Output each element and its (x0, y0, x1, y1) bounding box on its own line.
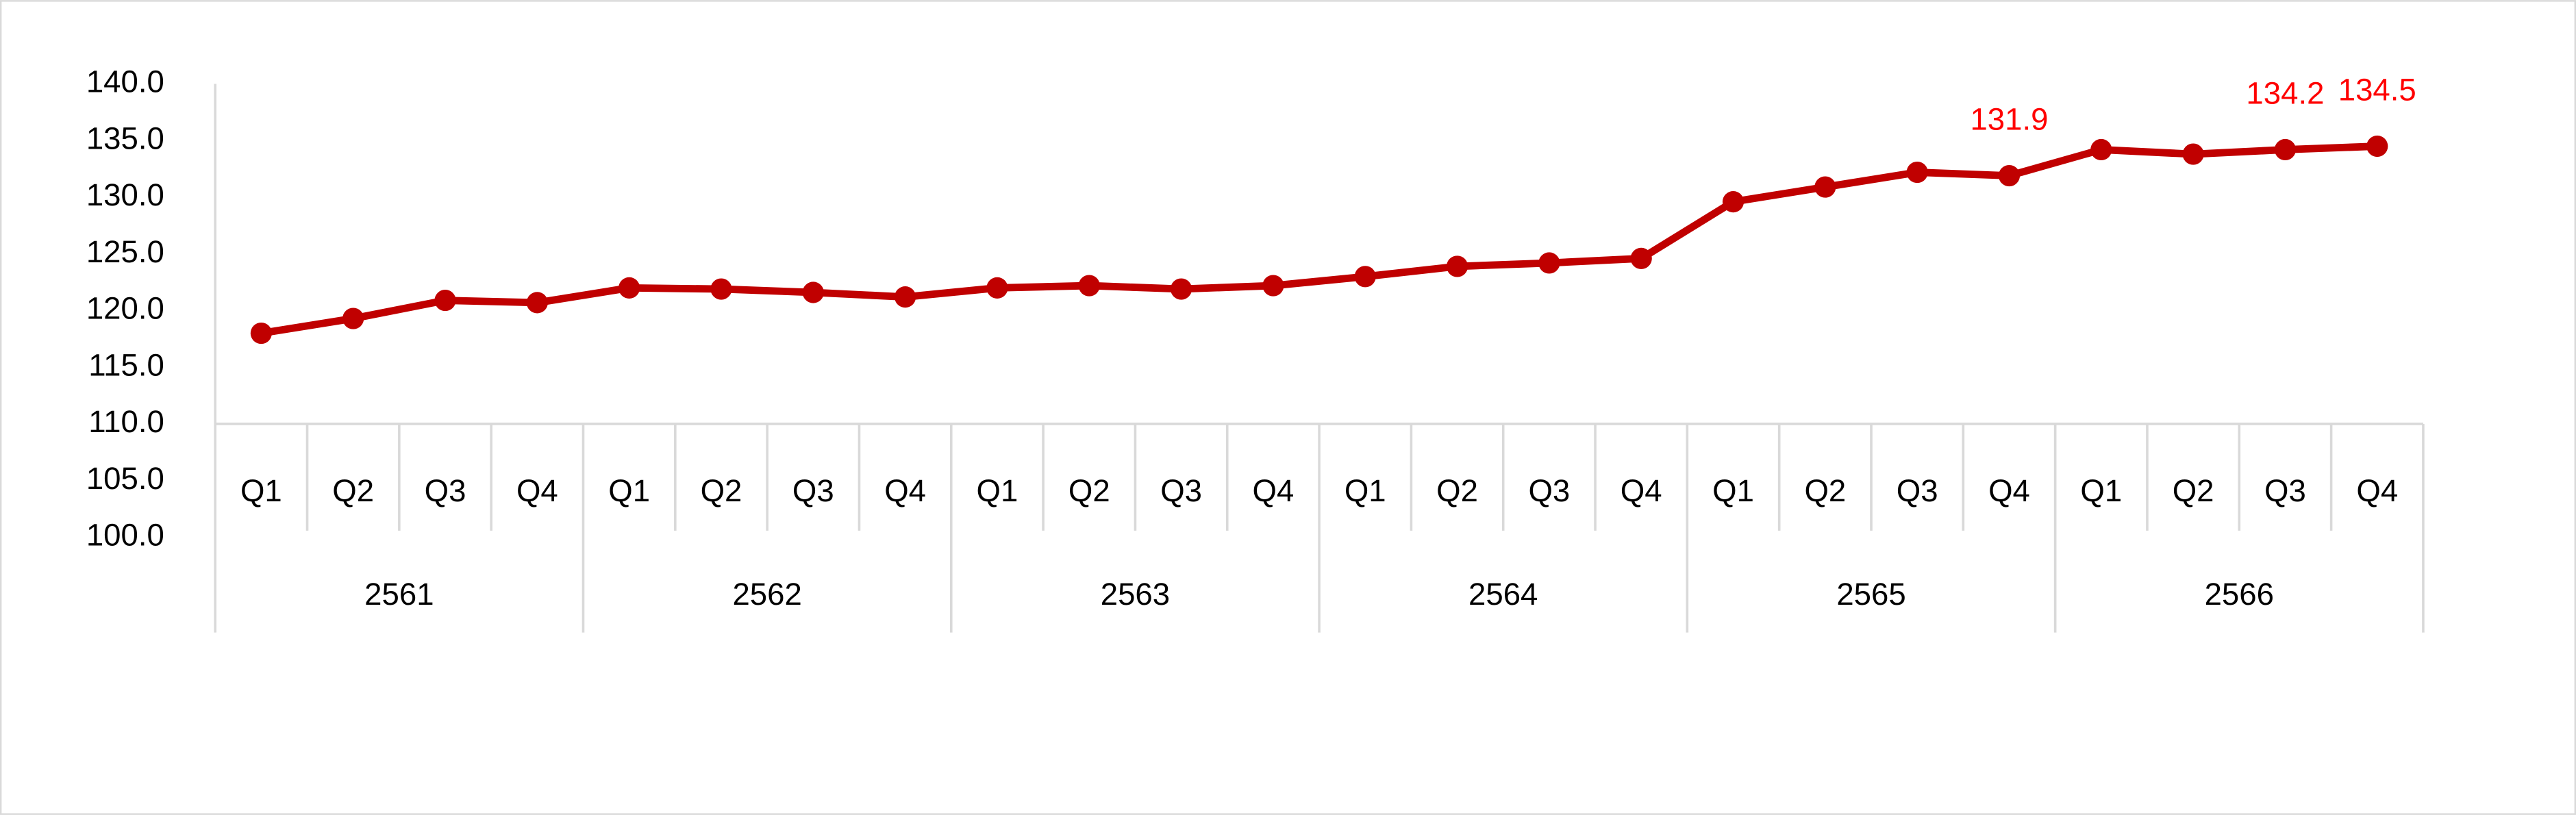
point-marker (342, 308, 364, 329)
x-tick-label: Q1 (240, 473, 282, 508)
x-tick-label: Q3 (425, 473, 466, 508)
x-group-label: 2562 (732, 577, 801, 612)
y-tick-label: 105.0 (86, 461, 164, 496)
x-tick-label: Q1 (1712, 473, 1754, 508)
x-tick-label: Q1 (608, 473, 650, 508)
x-tick-label: Q2 (1436, 473, 1478, 508)
point-marker (1538, 252, 1560, 274)
x-group-label: 2566 (2205, 577, 2274, 612)
y-tick-label: 115.0 (88, 347, 164, 382)
point-marker (526, 292, 548, 314)
point-marker (1906, 161, 1928, 184)
point-marker (1722, 191, 1745, 213)
x-tick-label: Q4 (1621, 473, 1662, 508)
x-tick-label: Q2 (332, 473, 374, 508)
point-marker (2274, 138, 2297, 161)
x-tick-label: Q2 (1068, 473, 1110, 508)
y-tick-label: 125.0 (86, 234, 164, 269)
point-marker (250, 322, 272, 344)
x-group-label: 2561 (364, 577, 434, 612)
x-tick-label: Q1 (977, 473, 1018, 508)
point-marker (1814, 176, 1836, 198)
point-marker (1630, 247, 1652, 269)
point-marker (1171, 278, 1192, 300)
x-tick-label: Q4 (2356, 473, 2398, 508)
series-line (260, 142, 2377, 337)
x-tick-label: Q1 (1345, 473, 1386, 508)
y-tick-label: 140.0 (86, 64, 164, 99)
x-tick-label: Q4 (1988, 473, 2030, 508)
x-tick-label: Q3 (1528, 473, 1570, 508)
x-tick-label: Q4 (884, 473, 926, 508)
point-marker (986, 277, 1008, 299)
point-marker (2090, 138, 2112, 161)
x-tick-label: Q4 (516, 473, 558, 508)
point-marker (710, 278, 732, 300)
point-marker (434, 289, 456, 312)
x-group-label: 2564 (1468, 577, 1538, 612)
point-marker (1262, 275, 1284, 297)
point-marker (2366, 135, 2388, 158)
data-label: 131.9 (1970, 101, 2048, 136)
point-marker (618, 277, 640, 299)
x-tick-label: Q3 (1160, 473, 1202, 508)
point-marker (1998, 164, 2021, 187)
x-group-label: 2563 (1101, 577, 1170, 612)
y-tick-label: 100.0 (86, 518, 164, 553)
data-label: 134.2 (2246, 75, 2324, 110)
y-tick-label: 120.0 (86, 291, 164, 326)
y-tick-label: 130.0 (86, 177, 164, 212)
data-label: 134.5 (2338, 72, 2416, 107)
y-tick-label: 110.0 (88, 404, 164, 439)
x-tick-label: Q2 (1804, 473, 1846, 508)
point-marker (2182, 143, 2204, 165)
point-marker (1078, 275, 1100, 297)
point-marker (1354, 266, 1376, 288)
x-tick-label: Q4 (1253, 473, 1295, 508)
x-tick-label: Q3 (2264, 473, 2306, 508)
y-tick-label: 135.0 (86, 121, 164, 155)
x-tick-label: Q1 (2080, 473, 2122, 508)
x-tick-label: Q3 (1897, 473, 1938, 508)
x-tick-label: Q3 (792, 473, 834, 508)
x-tick-label: Q2 (2173, 473, 2214, 508)
point-marker (895, 286, 916, 308)
point-marker (802, 281, 824, 303)
point-marker (1446, 255, 1468, 277)
x-group-label: 2565 (1836, 577, 1905, 612)
x-tick-label: Q2 (701, 473, 742, 508)
